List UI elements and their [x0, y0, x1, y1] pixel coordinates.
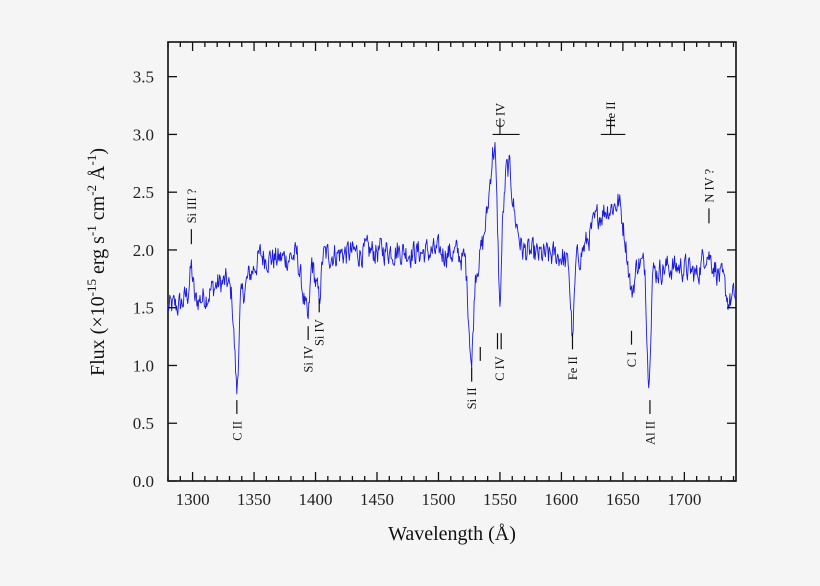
annotation-label: He II — [604, 101, 618, 127]
y-tick-label: 1.5 — [133, 299, 154, 318]
y-tick-label: 0.0 — [133, 472, 154, 491]
annotation-si-iv: Si IV — [302, 326, 316, 373]
annotation-n-iv-: N IV ? — [702, 168, 716, 224]
annotation-label: Al II — [643, 421, 657, 445]
spectrum-line — [167, 142, 737, 395]
x-axis-title: Wavelength (Å) — [388, 523, 516, 545]
annotation-label: Fe II — [566, 356, 580, 380]
annotation-c-ii: C II — [230, 400, 244, 441]
annotation-al-ii: Al II — [643, 400, 657, 445]
annotation-label: C IV — [493, 103, 507, 128]
x-tick-label: 1400 — [299, 490, 333, 509]
annotation-label: N IV ? — [702, 168, 716, 202]
x-tick-label: 1600 — [544, 490, 578, 509]
annotation-label: C IV — [493, 356, 507, 381]
annotation-si-iv: Si IV — [313, 298, 327, 346]
plot-area: 1300 1350 1400 1450 1500 1550 1600 1650 1700 0.0… — [133, 41, 737, 509]
x-tick-label: 1300 — [176, 490, 210, 509]
y-tick-label: 2.0 — [133, 241, 154, 260]
y-tick-label: 1.0 — [133, 356, 154, 375]
annotation-label: Si II — [465, 387, 479, 409]
annotation-si-iii-: Si III ? — [185, 188, 199, 245]
annotation-label: C II — [230, 421, 244, 441]
y-tick-label: 3.5 — [133, 68, 154, 87]
annotation-c-i: C I — [625, 330, 639, 368]
annotation-c-iv: C IV — [493, 333, 507, 381]
x-axis-ticks: 1300 1350 1400 1450 1500 1550 1600 1650 1700 — [167, 42, 735, 509]
annotation-fe-ii: Fe II — [566, 333, 580, 380]
annotation-c-iv: C IV — [492, 103, 520, 136]
y-axis-ticks: 0.0 0.5 1.0 1.5 2.0 2.5 3.0 3.5 — [133, 68, 736, 491]
annotation-label: C I — [625, 352, 639, 368]
x-tick-label: 1550 — [483, 490, 517, 509]
annotation-label: Si III ? — [185, 188, 199, 223]
annotation-label: Si IV — [313, 319, 327, 346]
x-tick-label: 1700 — [667, 490, 701, 509]
y-axis-title: Flux (×10-15 erg s-1 cm-2 Å-1) — [84, 148, 109, 376]
y-tick-label: 3.0 — [133, 125, 154, 144]
x-tick-label: 1450 — [360, 490, 394, 509]
annotation-label: Si IV — [302, 346, 316, 373]
annotation-si-ii: Si II — [465, 367, 479, 409]
x-tick-label: 1650 — [606, 490, 640, 509]
y-tick-label: 2.5 — [133, 183, 154, 202]
x-tick-label: 1500 — [421, 490, 455, 509]
x-tick-label: 1350 — [237, 490, 271, 509]
annotation-he-ii: He II — [600, 101, 626, 136]
plot-frame — [167, 41, 737, 482]
y-tick-label: 0.5 — [133, 414, 154, 433]
